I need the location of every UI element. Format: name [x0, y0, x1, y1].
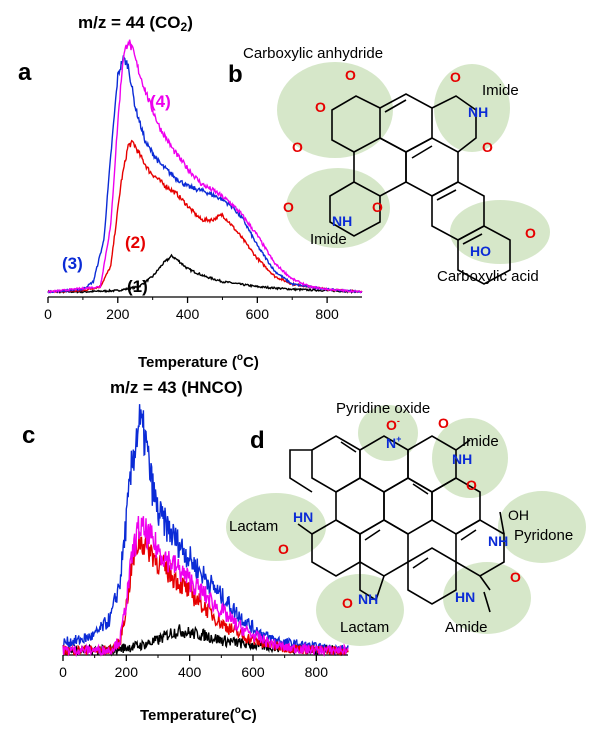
group-label-lactam: Lactam [340, 619, 389, 636]
x-tick-label: 600 [241, 664, 265, 680]
x-tick-label: 400 [178, 664, 202, 680]
bubble-anhydride [277, 62, 393, 158]
group-label-imide: Imide [462, 433, 499, 450]
bubble-acid [450, 200, 550, 264]
atom-nh: NH [452, 451, 472, 467]
chart-a: 0 200 400 600 800 [44, 39, 363, 322]
atom-ho: HO [470, 243, 491, 259]
series-label-1: (1) [127, 277, 148, 296]
atom-o: O [278, 541, 289, 557]
bubble-amide [443, 562, 531, 634]
panel-d-structure: d [226, 400, 586, 646]
chart-c: 0 200 400 600 800 [59, 404, 349, 680]
group-label-imide: Imide [482, 82, 519, 99]
panel-b-structure: b O O O O NH O O NH O O HO Carboxylic [228, 45, 550, 285]
panel-label-b: b [228, 61, 243, 88]
atom-o: O [372, 199, 383, 215]
x-tick-label: 0 [59, 664, 67, 680]
chart-c-title: m/z = 43 (HNCO) [110, 378, 243, 397]
group-label-imide: Imide [310, 231, 347, 248]
atom-nh: NH [358, 591, 378, 607]
bubble-pyridone [498, 491, 586, 563]
group-label-pyridine-oxide: Pyridine oxide [336, 400, 430, 417]
bubble-lactam-bottom [316, 574, 404, 646]
group-label-amide: Amide [445, 619, 488, 636]
x-tick-label: 400 [176, 306, 200, 322]
atom-n-plus: N+ [386, 434, 401, 451]
atom-hn: HN [293, 509, 313, 525]
bubble-imide [432, 418, 508, 498]
x-tick-label: 0 [44, 306, 52, 322]
x-tick-label: 200 [115, 664, 139, 680]
group-label-acid: Carboxylic acid [437, 268, 539, 285]
atom-o: O [438, 415, 449, 431]
atom-o: O [283, 199, 294, 215]
chart-a-xlabel: Temperature (oC) [138, 352, 259, 371]
atom-oh: OH [508, 507, 529, 523]
atom-o: O [482, 139, 493, 155]
chart-c-xlabel: Temperature(oC) [140, 705, 257, 724]
atom-o: O [342, 595, 353, 611]
atom-nh: NH [332, 213, 352, 229]
panel-label-d: d [250, 427, 265, 454]
group-label-lactam: Lactam [229, 518, 278, 535]
atom-o: O [345, 67, 356, 83]
panel-label-c: c [22, 422, 35, 449]
atom-o: O [510, 569, 521, 585]
bubble-lactam-left [226, 493, 326, 561]
x-tick-label: 600 [246, 306, 270, 322]
series-label-4: (4) [150, 92, 171, 111]
atom-o: O [315, 99, 326, 115]
chart-a-title: m/z = 44 (CO2) [78, 13, 193, 34]
x-tick-label: 800 [305, 664, 329, 680]
panel-label-a: a [18, 59, 32, 86]
series-line [62, 515, 349, 658]
group-label-pyridone: Pyridone [514, 527, 573, 544]
series-line [47, 253, 363, 294]
atom-o-minus: O- [386, 416, 400, 433]
structure-d-bonds [289, 435, 505, 613]
group-label-anhydride: Carboxylic anhydride [243, 45, 383, 62]
x-tick-label: 800 [315, 306, 339, 322]
atom-o: O [292, 139, 303, 155]
structure-b-bonds [329, 93, 511, 285]
x-tick-label: 200 [106, 306, 130, 322]
atom-nh: NH [468, 104, 488, 120]
series-label-2: (2) [125, 233, 146, 252]
series-label-3: (3) [62, 254, 83, 273]
atom-o: O [466, 477, 477, 493]
atom-nh: NH [488, 533, 508, 549]
atom-hn: HN [455, 589, 475, 605]
series-line [47, 39, 363, 294]
atom-o: O [525, 225, 536, 241]
atom-o: O [450, 69, 461, 85]
